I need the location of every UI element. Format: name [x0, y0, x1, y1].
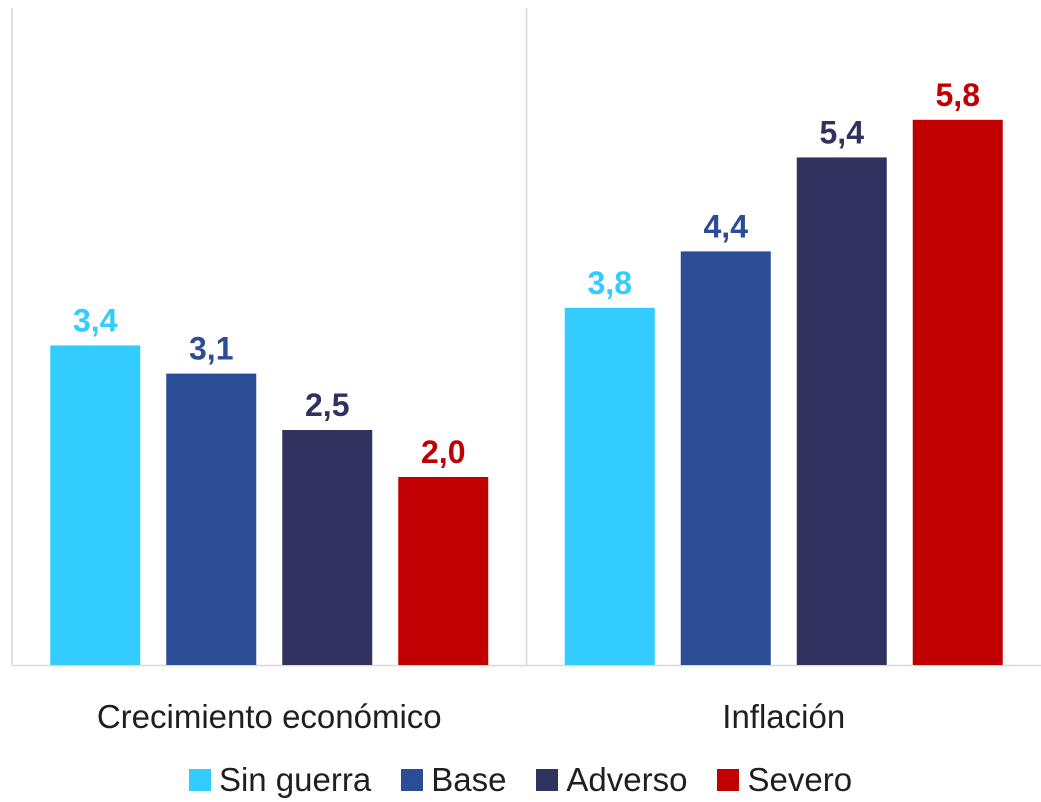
bar-adverso-inflacion[interactable] — [796, 157, 887, 665]
bar-base-crecimiento-economico[interactable] — [166, 373, 257, 665]
legend-item-base[interactable]: Base — [401, 761, 506, 799]
legend-swatch-sin-guerra — [188, 769, 211, 791]
legend-swatch-severo — [717, 769, 740, 791]
legend-item-sin-guerra[interactable]: Sin guerra — [188, 761, 372, 799]
data-labels-layer: 3,4 3,1 2,5 2,0 3,8 4,4 5,4 5,8 — [73, 77, 980, 470]
legend-label-adverso: Adverso — [566, 761, 688, 798]
category-label-crecimiento-economico: Crecimiento económico — [97, 698, 442, 735]
bar-adverso-crecimiento-economico[interactable] — [282, 430, 373, 665]
data-label-base-crecimiento-economico: 3,1 — [189, 331, 233, 367]
data-label-sin-guerra-crecimiento-economico: 3,4 — [73, 302, 118, 338]
category-label-inflacion: Inflación — [722, 698, 845, 735]
bar-sin-guerra-crecimiento-economico[interactable] — [50, 345, 141, 665]
bar-severo-inflacion[interactable] — [912, 119, 1003, 666]
legend-label-base: Base — [431, 761, 507, 798]
legend-item-adverso[interactable]: Adverso — [536, 761, 687, 799]
bar-base-inflacion[interactable] — [680, 251, 771, 665]
legend-swatch-adverso — [536, 769, 559, 791]
legend-label-severo: Severo — [747, 761, 853, 798]
data-label-base-inflacion: 4,4 — [704, 208, 749, 244]
legend-item-severo[interactable]: Severo — [717, 761, 852, 799]
data-label-severo-inflacion: 5,8 — [936, 77, 980, 113]
bars-layer — [50, 119, 1003, 666]
category-labels-layer: Crecimiento económico Inflación — [97, 698, 845, 735]
bar-severo-crecimiento-economico[interactable] — [398, 477, 489, 665]
bar-sin-guerra-inflacion[interactable] — [564, 307, 655, 665]
legend-swatch-base — [401, 769, 424, 791]
data-label-adverso-inflacion: 5,4 — [820, 114, 865, 150]
legend: Sin guerra Base Adverso Severo — [0, 758, 1041, 802]
data-label-adverso-crecimiento-economico: 2,5 — [305, 387, 349, 423]
data-label-sin-guerra-inflacion: 3,8 — [588, 265, 632, 301]
axis-layer — [11, 8, 1041, 667]
legend-label-sin-guerra: Sin guerra — [218, 761, 372, 798]
data-label-severo-crecimiento-economico: 2,0 — [421, 434, 465, 470]
